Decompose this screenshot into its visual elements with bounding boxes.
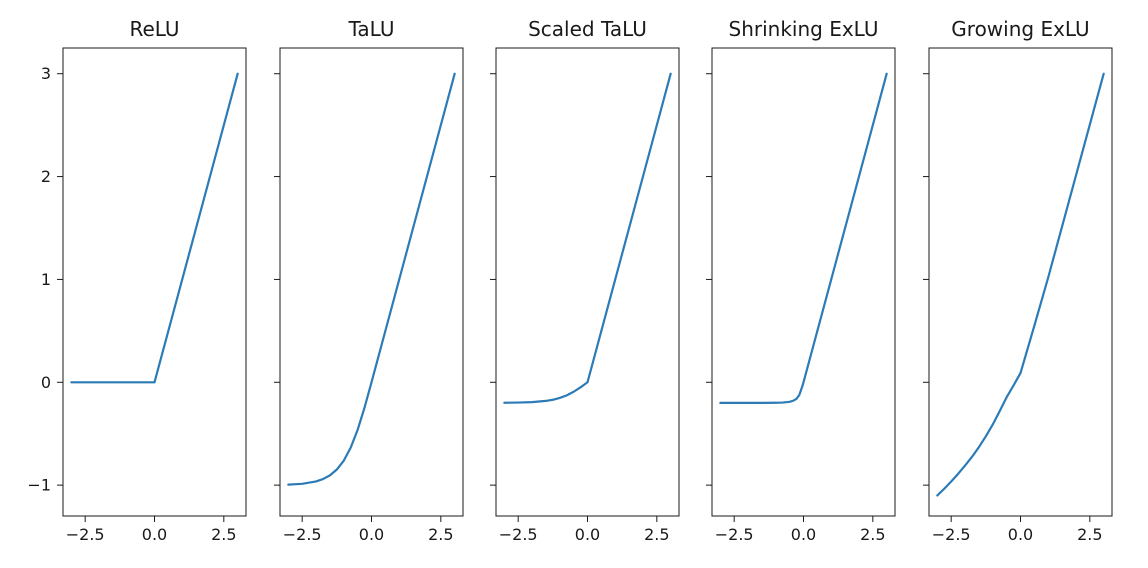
series-line — [70, 72, 239, 384]
x-tick-label: 0.0 — [791, 525, 816, 544]
series-line — [503, 72, 672, 404]
subplot-relu: ReLU −1 0 1 2 3 −2.5 0.0 2.5 — [27, 17, 247, 544]
subplot-title: Growing ExLU — [951, 17, 1089, 41]
x-tick-label: 2.5 — [860, 525, 885, 544]
subplot-title: Scaled TaLU — [528, 17, 647, 41]
x-tick-label: −2.5 — [932, 525, 971, 544]
axes-frame — [495, 47, 680, 517]
x-tick-label: 0.0 — [1008, 525, 1033, 544]
y-tick-label: 1 — [41, 270, 51, 289]
y-tick-label: 2 — [41, 167, 51, 186]
subplot-title: ReLU — [129, 17, 179, 41]
subplot-title: Shrinking ExLU — [729, 17, 879, 41]
x-tick-label: 2.5 — [428, 525, 453, 544]
x-tick-label: 2.5 — [644, 525, 669, 544]
x-tick-label: −2.5 — [499, 525, 538, 544]
x-tick-label: 0.0 — [359, 525, 384, 544]
series-line — [719, 72, 888, 404]
subplot-growing-exlu: Growing ExLU −2.5 0.0 2.5 — [923, 17, 1113, 544]
x-tick-label: −2.5 — [283, 525, 322, 544]
x-tick-label: 0.0 — [142, 525, 167, 544]
axes-frame — [279, 47, 464, 517]
x-tick-label: −2.5 — [715, 525, 754, 544]
subplot-shrinking-exlu: Shrinking ExLU −2.5 0.0 2.5 — [706, 17, 896, 544]
subplot-title: TaLU — [348, 17, 395, 41]
x-tick-label: −2.5 — [66, 525, 105, 544]
series-line — [287, 72, 456, 486]
axes-frame — [62, 47, 247, 517]
axes-frame — [711, 47, 896, 517]
subplot-scaled-talu: Scaled TaLU −2.5 0.0 2.5 — [490, 17, 680, 544]
y-tick-label: 3 — [41, 64, 51, 83]
axes-frame — [928, 47, 1113, 517]
x-tick-label: 0.0 — [575, 525, 600, 544]
series-line — [936, 72, 1105, 497]
subplot-talu: TaLU −2.5 0.0 2.5 — [274, 17, 464, 544]
x-tick-label: 2.5 — [1077, 525, 1102, 544]
y-tick-label: 0 — [41, 373, 51, 392]
y-tick-label: −1 — [27, 476, 51, 495]
x-tick-label: 2.5 — [211, 525, 236, 544]
